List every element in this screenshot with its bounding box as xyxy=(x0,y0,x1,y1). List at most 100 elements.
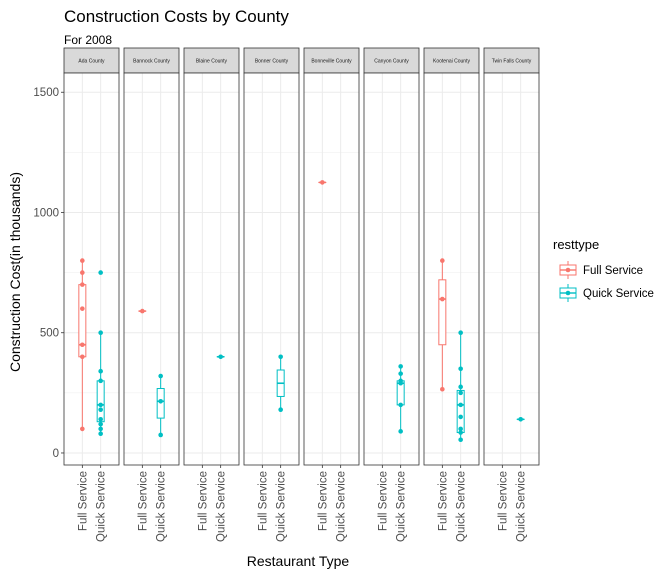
facet-blaine-county: Blaine County Full Service Quick Service xyxy=(183,47,240,542)
data-point xyxy=(140,308,145,314)
data-point xyxy=(98,402,103,408)
x-tick-label: Quick Service xyxy=(336,471,348,542)
data-point xyxy=(278,354,283,360)
facet-strip-label: Kootenai County xyxy=(433,59,470,65)
x-tick-label: Quick Service xyxy=(156,471,168,542)
data-point xyxy=(398,364,403,369)
data-point xyxy=(458,426,463,432)
panel-border xyxy=(63,72,120,466)
data-point xyxy=(398,429,403,434)
panel-border xyxy=(183,72,240,466)
legend-label: Full Service xyxy=(583,265,643,277)
legend-title: resttype xyxy=(553,237,599,252)
data-point xyxy=(80,426,85,432)
data-point xyxy=(98,407,103,412)
x-tick-label: Full Service xyxy=(317,471,329,531)
facet-bonner-county: Bonner County Full Service Quick Service xyxy=(243,47,300,542)
data-point xyxy=(458,390,463,396)
data-point xyxy=(218,354,223,360)
facet-strip xyxy=(303,47,360,74)
series-quick-service xyxy=(276,354,285,412)
series-quick-service xyxy=(396,364,405,434)
y-tick-label: 0 xyxy=(53,448,59,460)
facet-bannock-county: Bannock County Full Service Quick Service xyxy=(123,47,180,542)
series-full-service xyxy=(78,258,87,432)
series-full-service xyxy=(438,258,447,392)
series-full-service xyxy=(318,180,327,185)
data-point xyxy=(440,296,445,302)
facet-strip-label: Twin Falls County xyxy=(492,59,532,65)
series-quick-service xyxy=(516,417,525,422)
facet-kootenai-county: Kootenai County Full Service Quick Service xyxy=(423,47,480,542)
data-point xyxy=(458,330,463,336)
facet-strip xyxy=(483,47,540,74)
data-point xyxy=(458,437,463,443)
data-point xyxy=(80,342,85,348)
facet-twin-falls-county: Twin Falls County Full Service Quick Servi… xyxy=(483,47,540,542)
data-point xyxy=(98,421,103,427)
data-point xyxy=(98,417,103,422)
legend-entry-full-service: Full Service xyxy=(559,261,643,279)
panel-background xyxy=(304,73,359,465)
panel-background xyxy=(124,73,179,465)
data-point xyxy=(98,426,103,432)
facet-strip-label: Bonner County xyxy=(255,59,289,65)
data-point xyxy=(440,386,445,392)
data-point xyxy=(458,384,463,390)
facet-strip xyxy=(123,47,180,74)
panel-border xyxy=(363,72,420,466)
data-point xyxy=(458,366,463,372)
data-point xyxy=(458,414,463,420)
series-quick-service xyxy=(216,354,225,360)
panel-border xyxy=(303,72,360,466)
y-tick-label: 1000 xyxy=(33,207,59,219)
data-point xyxy=(98,368,103,374)
x-tick-label: Full Service xyxy=(77,471,89,531)
facet-strip-label: Bannock County xyxy=(133,59,170,65)
x-tick-label: Quick Service xyxy=(456,471,468,542)
facet-strip xyxy=(363,47,420,74)
y-tick-label: 1500 xyxy=(33,87,59,99)
data-point xyxy=(80,282,85,287)
box xyxy=(438,279,447,346)
data-point xyxy=(158,398,163,404)
y-axis: 0 500 1000 1500 xyxy=(33,87,64,460)
panel-border xyxy=(423,72,480,466)
x-tick-label: Full Service xyxy=(377,471,389,531)
data-point xyxy=(398,402,403,408)
data-point xyxy=(398,378,403,384)
panel-background xyxy=(64,73,119,465)
x-tick-label: Quick Service xyxy=(396,471,408,542)
panel-background xyxy=(364,73,419,465)
x-tick-label: Full Service xyxy=(497,471,509,531)
data-point xyxy=(80,306,85,311)
chart-subtitle: For 2008 xyxy=(64,33,112,47)
series-quick-service xyxy=(456,330,465,443)
data-point xyxy=(80,258,85,263)
x-axis-title: Restaurant Type xyxy=(247,553,350,569)
data-point xyxy=(80,354,85,360)
facet-strip xyxy=(183,47,240,74)
x-tick-label: Full Service xyxy=(137,471,149,531)
facet-strip-label: Ada County xyxy=(78,59,105,65)
facet-strip-label: Bonneville County xyxy=(311,59,352,65)
data-point xyxy=(458,402,463,408)
data-point xyxy=(518,417,523,422)
box xyxy=(96,380,105,423)
panel-background xyxy=(244,73,299,465)
legend: resttype Full Service Quick Service xyxy=(553,237,654,302)
data-point xyxy=(458,430,463,435)
panel-background xyxy=(484,73,539,465)
data-point xyxy=(98,378,103,384)
legend-label: Quick Service xyxy=(583,288,654,300)
panel-background xyxy=(424,73,479,465)
box xyxy=(456,389,465,434)
data-point xyxy=(158,432,163,438)
panel-border xyxy=(123,72,180,466)
series-quick-service xyxy=(96,270,105,437)
x-tick-label: Full Service xyxy=(437,471,449,531)
y-tick-label: 500 xyxy=(40,328,59,340)
data-point xyxy=(80,270,85,275)
